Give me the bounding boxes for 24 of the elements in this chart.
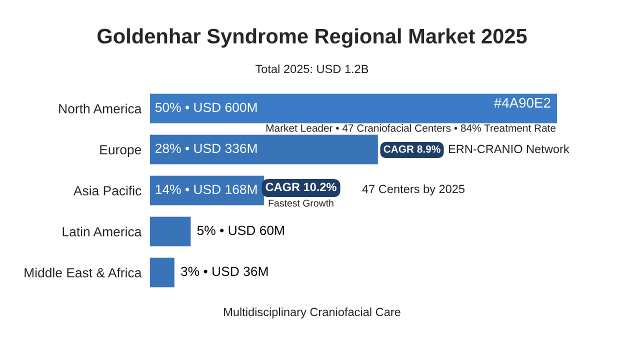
- annotation: CAGR 8.9%: [384, 145, 440, 153]
- y-tick-label: Europe: [100, 145, 142, 158]
- y-tick-label: North America: [59, 104, 142, 114]
- annotation: Market Leader • 47 Craniofacial Centers • 84% Treatment Rate: [266, 124, 556, 132]
- annotation: ERN-CRANIO Network: [448, 144, 570, 154]
- data-label: 3% • USD 36M: [181, 266, 268, 276]
- bar: [150, 216, 191, 246]
- text: Multidisciplinary Craniofacial Care: [224, 307, 400, 319]
- data-label: 14% • USD 168M: [156, 184, 257, 194]
- data-label: 50% • USD 600M: [155, 102, 257, 112]
- bar: [150, 94, 557, 124]
- bar: [150, 258, 174, 288]
- chart-subtitle: Total 2025: USD 1.2B: [256, 64, 368, 74]
- annotation: 47 Centers by 2025: [362, 184, 465, 196]
- annotation: Fastest Growth: [268, 199, 334, 207]
- annotation: #4A90E2: [494, 98, 550, 108]
- y-tick-label: Middle East & Africa: [24, 268, 142, 278]
- bar: [150, 134, 378, 164]
- y-tick-label: Asia Pacific: [74, 186, 142, 196]
- data-label: 28% • USD 336M: [156, 144, 257, 154]
- y-tick-label: Latin America: [62, 226, 142, 236]
- annotation: CAGR 10.2%: [266, 182, 336, 192]
- data-label: 5% • USD 60M: [197, 226, 284, 236]
- chart-title: Goldenhar Syndrome Regional Market 2025: [98, 28, 527, 48]
